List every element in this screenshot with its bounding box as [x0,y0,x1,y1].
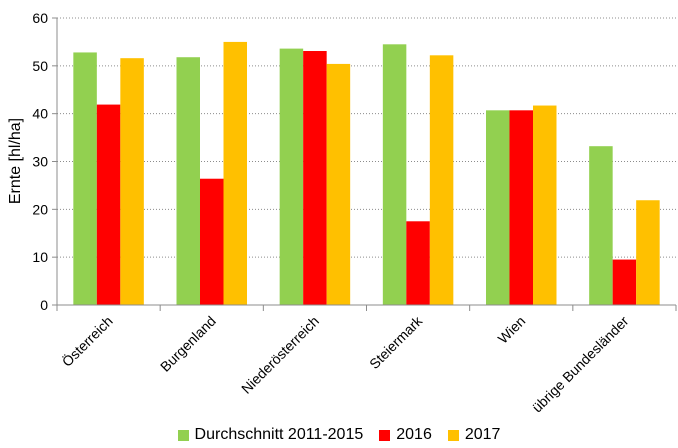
legend-label: 2017 [464,426,501,443]
bars [73,41,660,306]
x-tick-label: Wien [494,313,528,347]
bar [96,104,121,305]
legend-label: 2016 [396,426,432,443]
y-tick-label: 10 [32,249,48,265]
bar [120,58,144,306]
bar [303,51,327,305]
bar [73,52,97,305]
bar [533,105,557,305]
bar [486,110,510,306]
legend-label: Durchschnitt 2011-2015 [194,426,364,443]
gridlines [57,17,676,258]
x-tick-label: Österreich [58,312,116,370]
x-tick-label: Niederösterreich [238,313,322,397]
bar [612,259,637,305]
y-tick-label: 0 [40,297,48,313]
bar [326,63,351,305]
bar [589,146,613,305]
bar [429,55,454,306]
bar [200,178,224,305]
x-tick-labels: Österreich Burgenland Niederösterreich Stei… [58,312,632,415]
y-tick-label: 60 [32,10,48,26]
y-tick-labels: 0 10 20 30 40 50 60 [32,10,57,313]
legend-item: 2016 [379,426,432,444]
y-tick-label: 40 [32,106,48,122]
x-tick-label: übrige Bundesländer [529,313,632,416]
bar [406,221,430,305]
legend-swatch [447,429,459,441]
legend-item: 2017 [447,426,501,444]
y-tick-label: 50 [32,58,48,74]
x-tick-label: Burgenland [157,313,219,375]
legend-swatch [379,429,391,441]
bar [382,44,407,305]
y-tick-label: 30 [32,154,48,170]
bar [223,41,247,306]
legend-item: Durchschnitt 2011-2015 [177,426,364,444]
bar [176,57,200,306]
y-tick-label: 20 [32,201,48,217]
y-axis-label: Ernte [hl/ha] [7,118,24,204]
bar [509,110,533,306]
bar [279,48,304,305]
x-axis [56,18,677,311]
bar [636,200,660,305]
x-tick-label: Steiermark [366,312,426,372]
legend-swatch [177,429,189,441]
legend: Durchschnitt 2011-2015 2016 2017 [0,426,678,444]
bar-chart: 0 10 20 30 40 50 60 Österreich Burgenland Nieder… [7,10,677,415]
